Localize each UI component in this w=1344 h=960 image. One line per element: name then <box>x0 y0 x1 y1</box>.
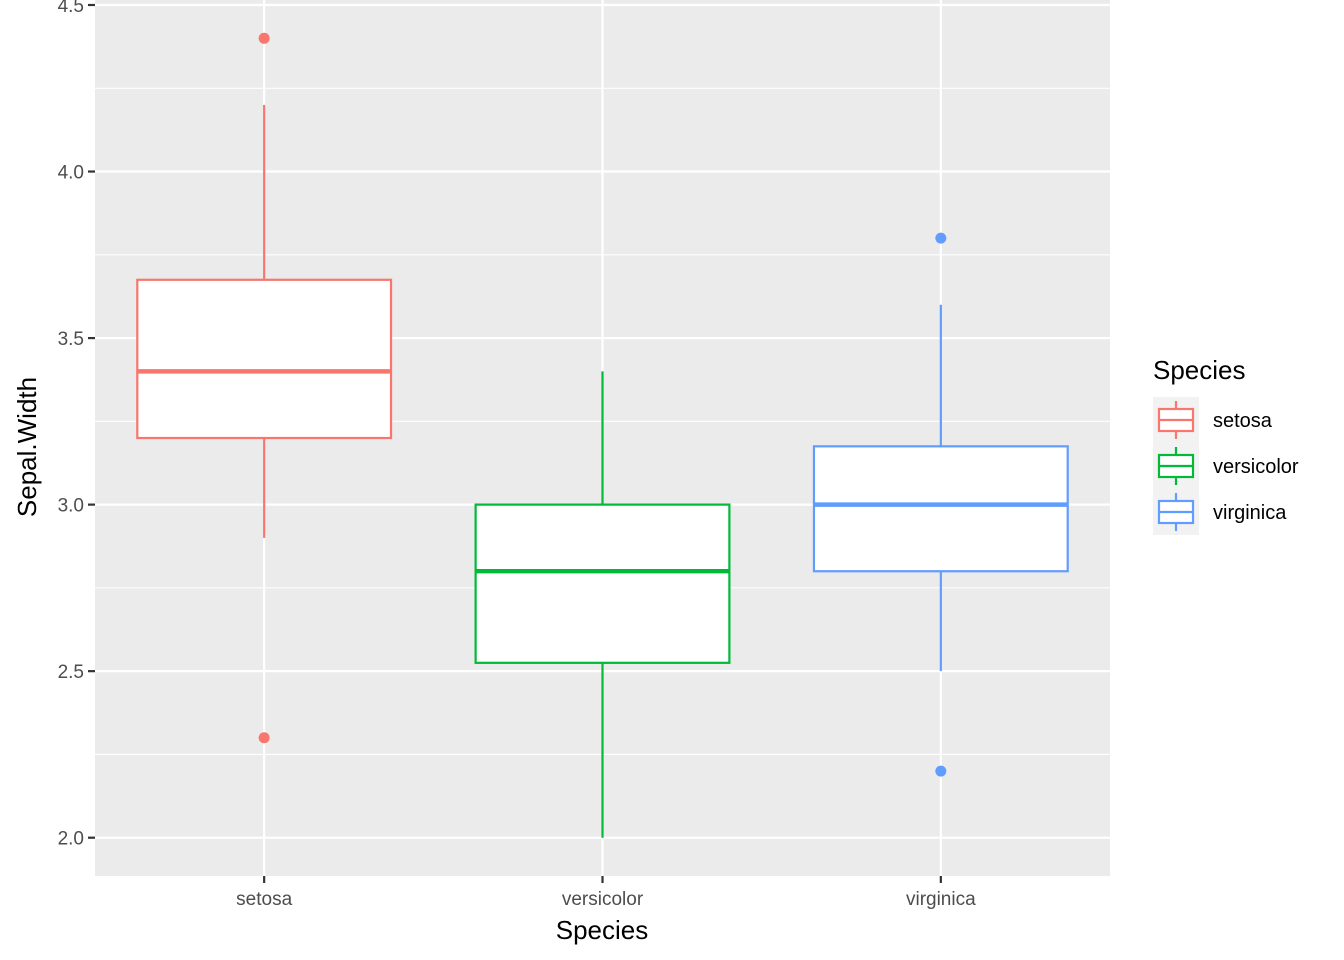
box-versicolor <box>474 371 731 838</box>
y-tick-label: 4.0 <box>58 163 84 184</box>
legend-item-virginica: virginica <box>1153 489 1287 535</box>
outlier-point <box>258 732 270 744</box>
legend-item-versicolor: versicolor <box>1153 443 1299 489</box>
outlier-point <box>935 232 947 244</box>
legend-label: versicolor <box>1213 456 1299 478</box>
y-axis-title: Sepal.Width <box>12 377 42 517</box>
x-axis: setosa versicolor virginica <box>236 876 976 910</box>
x-tick-label: versicolor <box>562 889 644 910</box>
y-tick-label: 2.5 <box>58 662 84 683</box>
box-series <box>136 32 1069 838</box>
outlier-point <box>258 32 270 44</box>
outlier-point <box>935 765 947 777</box>
legend-item-setosa: setosa <box>1153 397 1273 443</box>
y-tick-label: 4.5 <box>58 0 84 17</box>
x-tick-label: setosa <box>236 889 292 910</box>
box-setosa <box>136 32 393 744</box>
box-body <box>474 503 731 664</box>
legend: Species setosa versicolor virginica <box>1153 355 1299 535</box>
y-axis: 2.0 2.5 3.0 3.5 4.0 4.5 <box>58 0 95 850</box>
box-virginica <box>812 232 1069 777</box>
legend-title: Species <box>1153 355 1246 385</box>
y-tick-label: 3.0 <box>58 496 84 517</box>
box-body <box>136 278 393 440</box>
x-tick-label: virginica <box>906 889 976 910</box>
box-body <box>812 445 1069 573</box>
y-tick-label: 2.0 <box>58 829 84 850</box>
y-tick-label: 3.5 <box>58 329 84 350</box>
x-axis-title: Species <box>556 915 649 945</box>
legend-label: setosa <box>1213 410 1273 432</box>
legend-label: virginica <box>1213 502 1287 524</box>
